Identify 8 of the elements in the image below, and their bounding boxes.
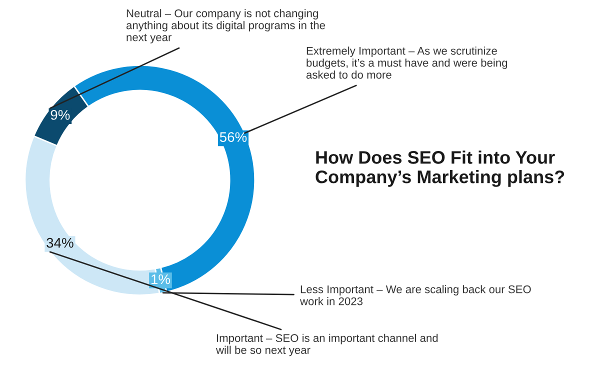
data-label: 34% — [46, 238, 74, 248]
slice-label: Extremely Important – As we scrutinize budgets, it’s a must have and were being asked to do more — [306, 46, 508, 79]
data-label: 56% — [220, 132, 247, 142]
slice-label: Less Important – We are scaling back our SEO work in 2023 — [300, 285, 531, 306]
text: How Does SEO Fit into Your Company’s Marketing plans? — [316, 150, 564, 187]
data-label: 9% — [50, 110, 70, 120]
slice-label: Neutral – Our company is not changing anything about its digital programs in the next year — [126, 9, 326, 44]
slice-label: Important – SEO is an important channel and will be so next year — [216, 334, 438, 356]
